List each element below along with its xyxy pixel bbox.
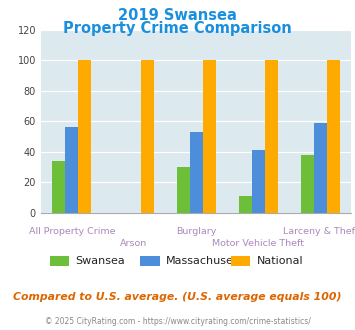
Bar: [141, 60, 154, 213]
Bar: [265, 60, 278, 213]
Text: Massachusetts: Massachusetts: [166, 256, 248, 266]
Bar: [314, 123, 327, 213]
Bar: [52, 161, 65, 213]
Text: Burglary: Burglary: [176, 227, 216, 236]
Text: Swansea: Swansea: [76, 256, 125, 266]
Bar: [176, 167, 190, 213]
Text: Arson: Arson: [120, 239, 148, 248]
Text: 2019 Swansea: 2019 Swansea: [118, 8, 237, 23]
Bar: [301, 155, 314, 213]
Text: Property Crime Comparison: Property Crime Comparison: [63, 21, 292, 36]
Text: Larceny & Theft: Larceny & Theft: [283, 227, 355, 236]
Text: © 2025 CityRating.com - https://www.cityrating.com/crime-statistics/: © 2025 CityRating.com - https://www.city…: [45, 317, 310, 326]
Text: Motor Vehicle Theft: Motor Vehicle Theft: [212, 239, 304, 248]
Text: All Property Crime: All Property Crime: [29, 227, 115, 236]
Bar: [65, 127, 78, 213]
Text: Compared to U.S. average. (U.S. average equals 100): Compared to U.S. average. (U.S. average …: [13, 292, 342, 302]
Bar: [190, 132, 203, 213]
Bar: [327, 60, 340, 213]
Bar: [252, 150, 265, 213]
Text: National: National: [257, 256, 303, 266]
Bar: [78, 60, 92, 213]
Bar: [203, 60, 216, 213]
Bar: [239, 196, 252, 213]
